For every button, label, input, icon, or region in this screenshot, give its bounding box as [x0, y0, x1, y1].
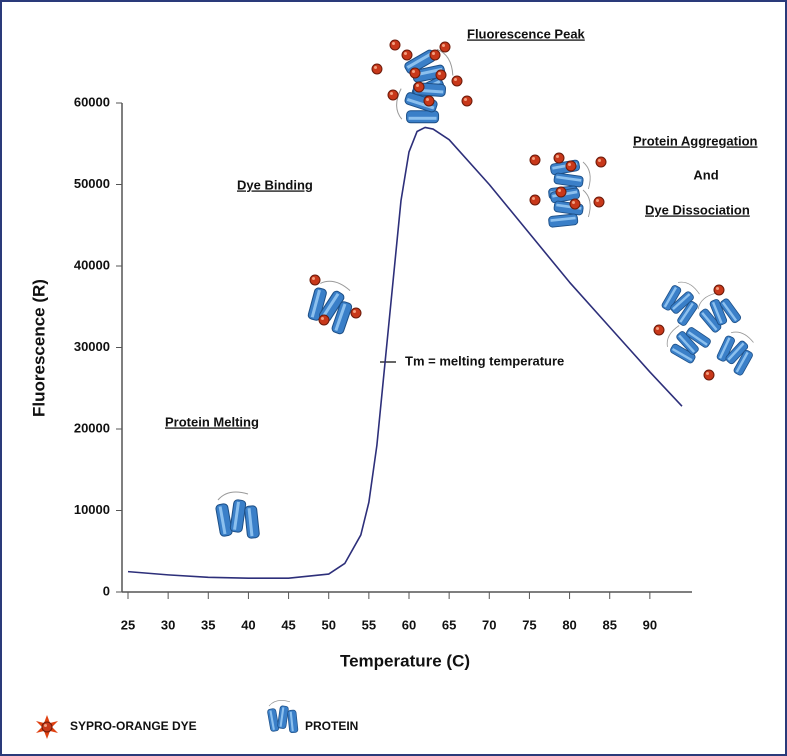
x-tick-label: 50 — [321, 617, 335, 632]
annotation: Protein Melting — [165, 414, 259, 429]
annotation: Dye Dissociation — [645, 202, 750, 217]
x-tick-label: 70 — [482, 617, 496, 632]
legend-dye-icon — [36, 715, 58, 739]
y-tick-label: 10000 — [74, 502, 110, 517]
y-axis-title: Fluorescence (R) — [29, 279, 48, 417]
protein-icon — [215, 492, 259, 539]
y-tick-label: 30000 — [74, 339, 110, 354]
x-tick-label: 30 — [161, 617, 175, 632]
x-tick-label: 80 — [562, 617, 576, 632]
x-tick-label: 65 — [442, 617, 456, 632]
legend-label: SYPRO-ORANGE DYE — [70, 719, 197, 733]
legend: SYPRO-ORANGE DYE PROTEIN — [36, 700, 358, 739]
x-tick-label: 35 — [201, 617, 215, 632]
x-axis-title: Temperature (C) — [340, 651, 470, 670]
x-tick-label: 40 — [241, 617, 255, 632]
y-tick-label: 60000 — [74, 94, 110, 109]
y-tick-label: 40000 — [74, 257, 110, 272]
x-tick-label: 60 — [402, 617, 416, 632]
x-tick-label: 75 — [522, 617, 536, 632]
protein-icon — [371, 39, 473, 129]
x-tick-label: 25 — [121, 617, 135, 632]
x-tick-label: 45 — [281, 617, 295, 632]
annotation: Protein Aggregation — [633, 133, 758, 148]
y-tick-label: 50000 — [74, 176, 110, 191]
y-tick-label: 0 — [103, 583, 110, 598]
x-tick-label: 90 — [643, 617, 657, 632]
legend-protein-icon — [267, 700, 298, 733]
protein-icon — [653, 276, 762, 381]
annotation: And — [693, 167, 718, 182]
annotation: Tm = melting temperature — [405, 353, 564, 368]
annotation: Dye Binding — [237, 177, 313, 192]
legend-label: PROTEIN — [305, 719, 358, 733]
x-tick-label: 85 — [602, 617, 616, 632]
y-tick-label: 20000 — [74, 420, 110, 435]
annotation: Fluorescence Peak — [467, 26, 586, 41]
protein-icon — [529, 152, 607, 227]
protein-icon — [302, 274, 362, 336]
data-line — [127, 126, 683, 579]
x-tick-label: 55 — [362, 617, 376, 632]
